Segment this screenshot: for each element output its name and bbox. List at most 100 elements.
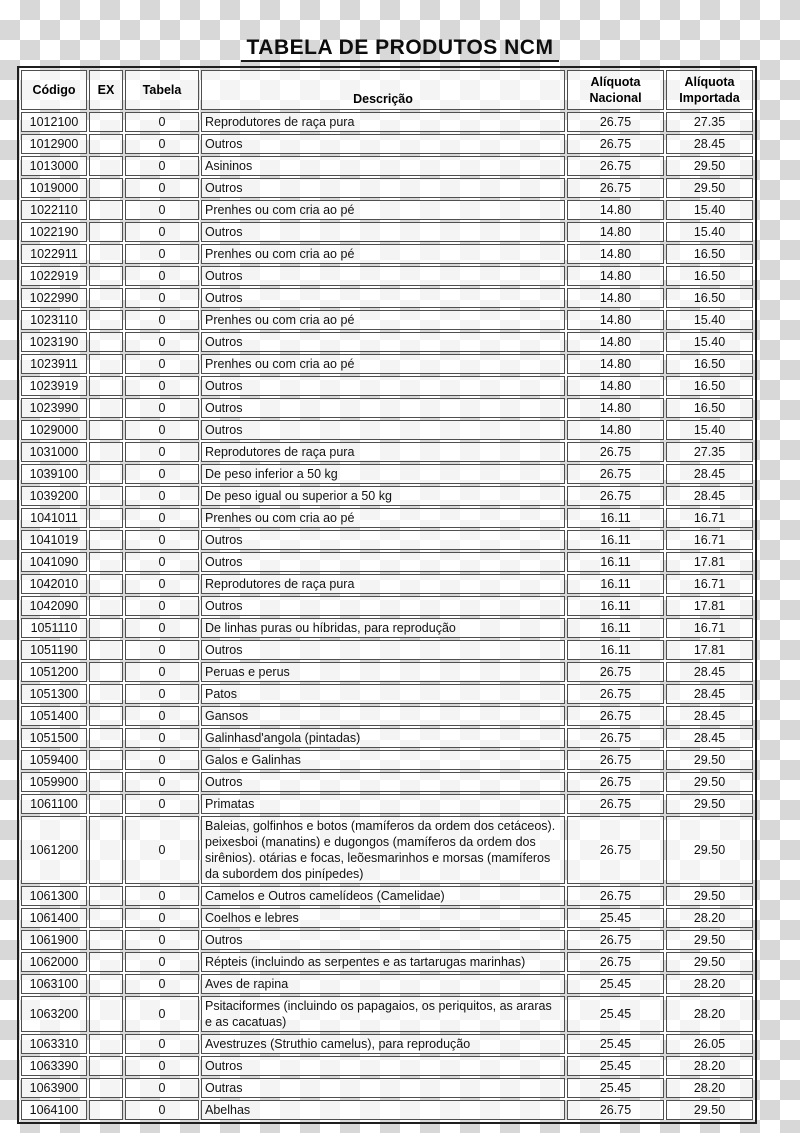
cell-aliquota-nacional: 14.80 <box>567 420 664 440</box>
cell-aliquota-nacional: 14.80 <box>567 310 664 330</box>
table-row: 1063310 0 Avestruzes (Struthio camelus),… <box>21 1034 753 1054</box>
cell-aliquota-nacional: 26.75 <box>567 816 664 884</box>
cell-descricao: Prenhes ou com cria ao pé <box>201 200 565 220</box>
cell-tabela: 0 <box>125 794 199 814</box>
cell-codigo: 1063900 <box>21 1078 87 1098</box>
column-header-tabela: Tabela <box>125 70 199 110</box>
cell-aliquota-nacional: 25.45 <box>567 996 664 1032</box>
cell-tabela: 0 <box>125 420 199 440</box>
cell-codigo: 1012100 <box>21 112 87 132</box>
table-row: 1039200 0 De peso igual ou superior a 50… <box>21 486 753 506</box>
cell-aliquota-nacional: 25.45 <box>567 1056 664 1076</box>
cell-aliquota-importada: 28.20 <box>666 996 753 1032</box>
cell-ex <box>89 200 123 220</box>
cell-tabela: 0 <box>125 200 199 220</box>
cell-aliquota-nacional: 26.75 <box>567 662 664 682</box>
cell-codigo: 1059400 <box>21 750 87 770</box>
cell-aliquota-nacional: 14.80 <box>567 244 664 264</box>
cell-aliquota-importada: 17.81 <box>666 552 753 572</box>
cell-tabela: 0 <box>125 134 199 154</box>
cell-descricao: Outros <box>201 222 565 242</box>
cell-ex <box>89 178 123 198</box>
table-row: 1039100 0 De peso inferior a 50 kg 26.75… <box>21 464 753 484</box>
cell-descricao: Outros <box>201 266 565 286</box>
table-row: 1063100 0 Aves de rapina 25.45 28.20 <box>21 974 753 994</box>
cell-tabela: 0 <box>125 1100 199 1120</box>
cell-aliquota-nacional: 26.75 <box>567 134 664 154</box>
cell-descricao: Prenhes ou com cria ao pé <box>201 244 565 264</box>
cell-descricao: Outros <box>201 376 565 396</box>
table-row: 1041011 0 Prenhes ou com cria ao pé 16.1… <box>21 508 753 528</box>
column-header-aliquota-nacional: Alíquota Nacional <box>567 70 664 110</box>
cell-aliquota-nacional: 26.75 <box>567 1100 664 1120</box>
cell-tabela: 0 <box>125 398 199 418</box>
cell-ex <box>89 662 123 682</box>
header-row: Código EX Tabela Descrição Alíquota Naci… <box>21 70 753 110</box>
cell-aliquota-nacional: 26.75 <box>567 442 664 462</box>
table-row: 1051300 0 Patos 26.75 28.45 <box>21 684 753 704</box>
cell-ex <box>89 1056 123 1076</box>
table-row: 1022190 0 Outros 14.80 15.40 <box>21 222 753 242</box>
cell-descricao: Outros <box>201 420 565 440</box>
cell-descricao: Prenhes ou com cria ao pé <box>201 354 565 374</box>
cell-aliquota-importada: 28.20 <box>666 974 753 994</box>
table-row: 1023911 0 Prenhes ou com cria ao pé 14.8… <box>21 354 753 374</box>
cell-tabela: 0 <box>125 728 199 748</box>
cell-aliquota-importada: 15.40 <box>666 222 753 242</box>
cell-tabela: 0 <box>125 288 199 308</box>
cell-aliquota-nacional: 16.11 <box>567 552 664 572</box>
cell-aliquota-importada: 16.50 <box>666 376 753 396</box>
cell-ex <box>89 930 123 950</box>
cell-aliquota-importada: 29.50 <box>666 1100 753 1120</box>
cell-ex <box>89 1078 123 1098</box>
table-row: 1022911 0 Prenhes ou com cria ao pé 14.8… <box>21 244 753 264</box>
cell-descricao: Outros <box>201 288 565 308</box>
cell-aliquota-nacional: 14.80 <box>567 200 664 220</box>
cell-codigo: 1059900 <box>21 772 87 792</box>
cell-ex <box>89 266 123 286</box>
cell-tabela: 0 <box>125 996 199 1032</box>
cell-ex <box>89 222 123 242</box>
cell-codigo: 1063390 <box>21 1056 87 1076</box>
table-row: 1023110 0 Prenhes ou com cria ao pé 14.8… <box>21 310 753 330</box>
cell-aliquota-nacional: 16.11 <box>567 574 664 594</box>
table-row: 1063200 0 Psitaciformes (incluindo os pa… <box>21 996 753 1032</box>
table-row: 1031000 0 Reprodutores de raça pura 26.7… <box>21 442 753 462</box>
cell-ex <box>89 1034 123 1054</box>
cell-descricao: Patos <box>201 684 565 704</box>
cell-ex <box>89 908 123 928</box>
table-row: 1013000 0 Asininos 26.75 29.50 <box>21 156 753 176</box>
cell-aliquota-importada: 28.20 <box>666 1056 753 1076</box>
cell-codigo: 1022190 <box>21 222 87 242</box>
cell-aliquota-importada: 17.81 <box>666 596 753 616</box>
cell-aliquota-importada: 27.35 <box>666 442 753 462</box>
table-row: 1061200 0 Baleias, golfinhos e botos (ma… <box>21 816 753 884</box>
cell-ex <box>89 996 123 1032</box>
cell-aliquota-nacional: 16.11 <box>567 596 664 616</box>
cell-ex <box>89 706 123 726</box>
cell-codigo: 1023919 <box>21 376 87 396</box>
cell-aliquota-nacional: 16.11 <box>567 618 664 638</box>
cell-aliquota-nacional: 26.75 <box>567 486 664 506</box>
ncm-products-table: Código EX Tabela Descrição Alíquota Naci… <box>17 66 757 1124</box>
cell-ex <box>89 640 123 660</box>
cell-aliquota-importada: 29.50 <box>666 952 753 972</box>
cell-codigo: 1063100 <box>21 974 87 994</box>
cell-ex <box>89 530 123 550</box>
cell-aliquota-importada: 15.40 <box>666 200 753 220</box>
cell-tabela: 0 <box>125 574 199 594</box>
cell-aliquota-nacional: 25.45 <box>567 908 664 928</box>
table-row: 1051110 0 De linhas puras ou híbridas, p… <box>21 618 753 638</box>
column-header-codigo: Código <box>21 70 87 110</box>
cell-tabela: 0 <box>125 244 199 264</box>
cell-aliquota-nacional: 26.75 <box>567 772 664 792</box>
cell-descricao: Reprodutores de raça pura <box>201 112 565 132</box>
cell-tabela: 0 <box>125 376 199 396</box>
table-row: 1042090 0 Outros 16.11 17.81 <box>21 596 753 616</box>
cell-codigo: 1012900 <box>21 134 87 154</box>
cell-codigo: 1041019 <box>21 530 87 550</box>
cell-aliquota-importada: 29.50 <box>666 930 753 950</box>
cell-descricao: Reprodutores de raça pura <box>201 442 565 462</box>
cell-tabela: 0 <box>125 112 199 132</box>
cell-tabela: 0 <box>125 552 199 572</box>
